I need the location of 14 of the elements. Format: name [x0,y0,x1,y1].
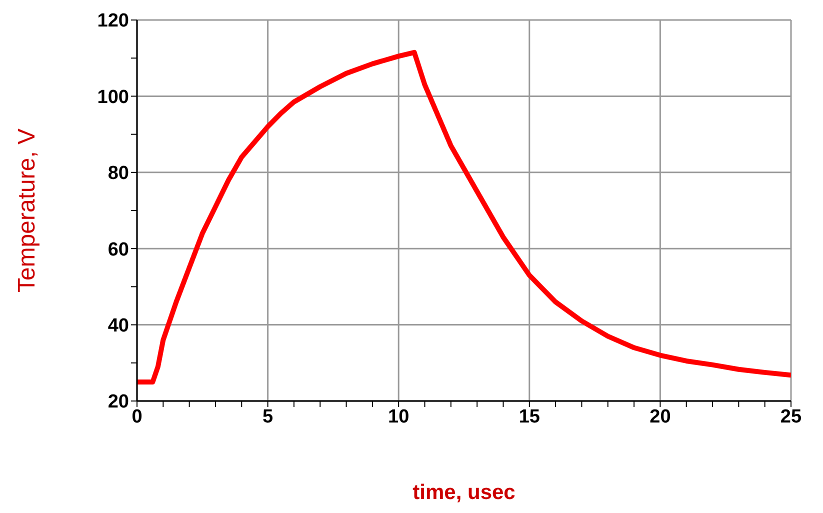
x-tick-label: 0 [132,406,142,428]
y-tick-label: 40 [108,316,129,337]
x-tick-label: 5 [262,406,274,428]
y-tick-label: 60 [108,239,129,260]
x-tick-label: 20 [650,406,671,428]
y-axis-title: Temperature, V [14,128,41,293]
x-tick-label: 10 [388,406,410,428]
y-tick-label: 120 [97,10,129,32]
y-tick-label: 20 [108,392,129,413]
y-tick-label: 80 [108,163,129,184]
y-tick-label: 100 [97,86,129,108]
x-tick-label: 25 [780,406,802,428]
x-axis-title: time, usec [412,481,516,504]
x-tick-label: 15 [518,406,540,428]
